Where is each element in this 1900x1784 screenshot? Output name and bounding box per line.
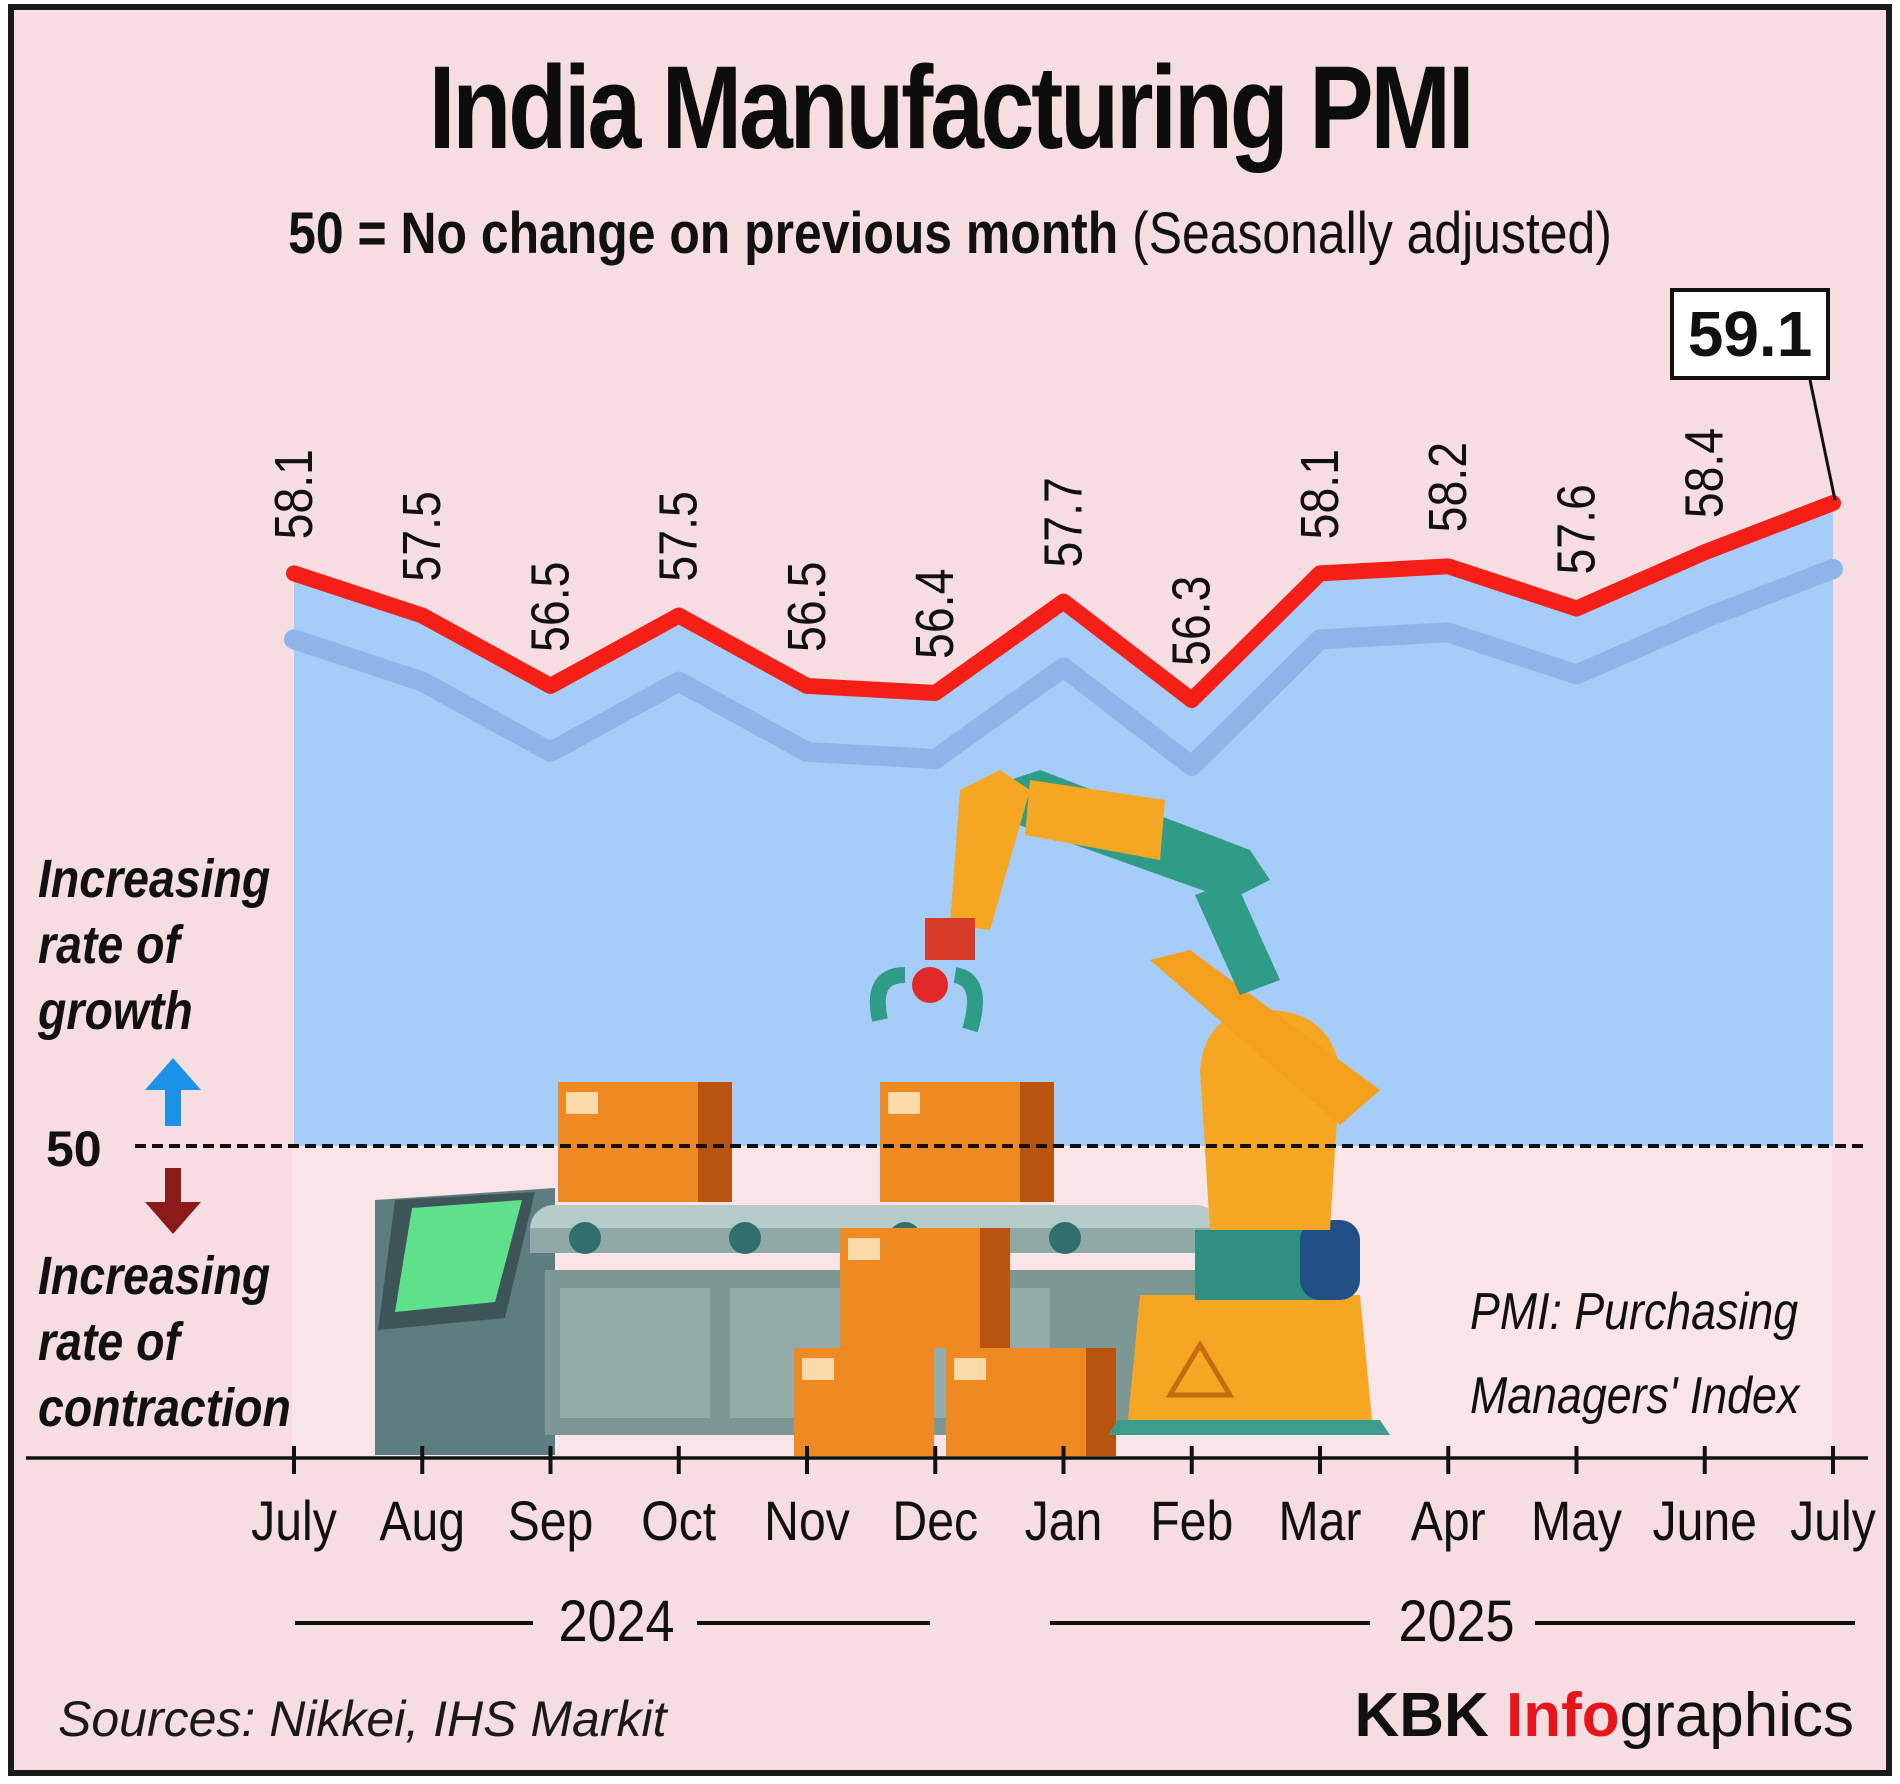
x-tick-label: July [1790,1491,1876,1553]
x-tick-label: Nov [764,1491,850,1553]
value-label: 56.3 [1160,576,1221,666]
latest-value-callout: 59.1 [1670,288,1830,380]
year-label-2024: 2024 [558,1589,675,1654]
data-point [419,612,426,619]
x-tick-label: June [1653,1491,1757,1553]
note-line: PMI: Purchasing [1470,1283,1799,1341]
x-axis-labels: July Aug Sep Oct Nov Dec Jan Feb Mar Apr May June Ju… [251,1491,1876,1553]
data-point [1317,570,1323,577]
data-point [932,689,939,696]
value-label: 57.5 [647,491,708,581]
data-point [1060,598,1067,605]
x-tick-label: Jan [1025,1491,1103,1553]
x-tick-label: Apr [1411,1491,1486,1553]
up-arrow-icon [145,1058,201,1126]
value-label: 56.4 [904,569,965,659]
data-point [1701,549,1708,556]
chart-title: India Manufacturing PMI [428,42,1475,174]
data-point [804,682,810,689]
chart-subtitle: 50 = No change on previous month (Season… [133,200,1767,267]
source-note: Sources: Nikkei, IHS Markit [58,1691,667,1747]
subtitle-normal: (Seasonally adjusted) [1132,201,1612,266]
pmi-definition-note: PMI: Purchasing Managers' Index [1470,1270,1799,1438]
brand-part-1: KBK [1354,1681,1507,1750]
value-label: 57.7 [1032,477,1093,567]
brand-part-3: graphics [1619,1681,1854,1750]
value-label: 57.5 [391,491,452,581]
data-point [291,570,297,577]
x-tick-label: Feb [1150,1491,1233,1553]
value-label: 58.1 [263,449,324,539]
factory-illustration [375,770,1390,1456]
data-point [547,682,554,689]
x-tick-label: May [1531,1491,1622,1553]
contraction-label-line: rate of [38,1312,180,1372]
year-label-2025: 2025 [1398,1589,1515,1654]
data-point [1830,500,1836,506]
line-layer [286,495,1841,708]
data-point [1445,563,1452,570]
value-label: 57.6 [1545,484,1606,574]
contraction-label: Increasing rate of contraction [38,1243,291,1441]
data-point [675,612,682,619]
growth-label-line: growth [38,981,193,1041]
x-tick-label: July [251,1491,337,1553]
value-label: 56.5 [776,562,837,652]
x-tick-label: Dec [892,1491,978,1553]
contraction-label-line: Increasing [38,1246,271,1306]
value-label: 58.4 [1673,428,1734,518]
note-line: Managers' Index [1470,1367,1800,1425]
baseline-label: 50 [46,1121,102,1177]
contraction-label-line: contraction [38,1378,291,1438]
callout-pointer [1808,379,1837,501]
value-labels: 58.1 57.5 56.5 57.5 56.5 56.4 57.7 56.3 58.1 58.2… [263,428,1735,666]
growth-label-line: Increasing [38,849,271,909]
growth-label: Increasing rate of growth [38,846,270,1044]
value-label: 58.1 [1289,449,1350,539]
brand-part-2: Info [1506,1681,1620,1750]
x-axis-ticks [292,1446,1835,1474]
x-tick-label: Oct [641,1491,716,1553]
value-label: 56.5 [519,562,580,652]
down-arrow-icon [145,1168,201,1234]
pmi-line-shadow [284,559,1843,776]
data-point [1573,605,1580,612]
x-tick-label: Aug [379,1491,465,1553]
data-point [1188,697,1195,703]
value-label: 58.2 [1417,442,1478,532]
x-tick-label: Mar [1279,1491,1362,1553]
growth-label-line: rate of [38,915,180,975]
subtitle-bold: 50 = No change on previous month [288,201,1119,266]
brand-logo: KBK Infographics [1354,1680,1854,1751]
x-tick-label: Sep [508,1491,594,1553]
